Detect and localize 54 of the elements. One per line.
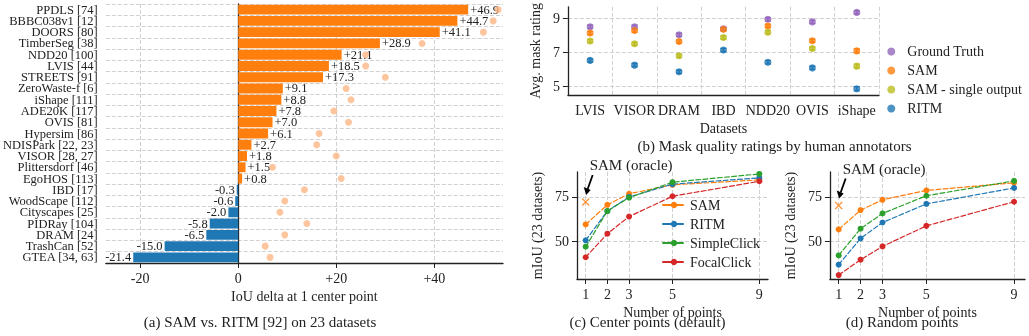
x-tick-label: 2 [857, 286, 865, 302]
legend-label: SimpleClick [690, 235, 760, 251]
y-tick-label: 9 [552, 11, 560, 27]
x-tick-label: DRAM [658, 102, 701, 118]
y-axis-title: mIoU (23 datasets) [529, 171, 546, 280]
y-tick-label: STREETS [91] [21, 70, 98, 85]
x-tick-label: 9 [1010, 286, 1018, 302]
legend-label: SAM - single output [907, 82, 1023, 97]
x-tick-label: +20 [325, 270, 348, 286]
x-tick-label: 5 [669, 286, 676, 302]
x-tick-label: VISOR [613, 102, 657, 118]
text: (a) SAM vs. RITM [92] on 23 datasets [143, 313, 377, 331]
annotation: SAM (oracle) [589, 157, 673, 175]
x-tick-label: NDD20 [745, 102, 791, 118]
x-tick-label: IBD [711, 102, 736, 118]
x-tick-label: LVIS [575, 102, 606, 118]
x-tick-label: iShape [837, 102, 876, 118]
y-tick-label: 50 [555, 234, 569, 250]
data-label: +41.1 [441, 25, 471, 40]
x-tick-label: 0 [234, 270, 242, 286]
x-axis-title: Datasets [699, 121, 748, 137]
x-tick-label: 1 [835, 286, 843, 302]
annotation: SAM (oracle) [842, 160, 926, 178]
y-tick-label: PPDLS [74] [36, 2, 98, 17]
x-tick-label: 5 [922, 286, 930, 302]
legend-label: RITM [907, 101, 943, 116]
data-label: +17.3 [325, 70, 354, 85]
x-tick-label: 9 [755, 286, 763, 302]
data-label: -21.4 [105, 250, 132, 265]
y-tick-label: 75 [555, 189, 569, 205]
y-axis-title: Avg. mask rating [527, 3, 543, 99]
x-axis-title: IoU delta at 1 center point [231, 289, 378, 305]
y-tick-label: 5 [552, 79, 560, 95]
x-tick-label: +40 [423, 270, 446, 286]
legend-label: FocalClick [690, 254, 752, 270]
data-label: -0.3 [214, 182, 235, 197]
data-label: -15.0 [136, 239, 163, 254]
legend-label: RITM [690, 216, 726, 232]
legend-label: SAM [690, 197, 721, 213]
y-tick-label: TimberSeg [38] [18, 36, 98, 51]
text: (b) Mask quality ratings by human annotators [637, 137, 912, 155]
y-axis-title: mIoU (23 datasets) [782, 171, 799, 280]
legend-label: SAM [907, 63, 939, 78]
data-label: +28.9 [381, 36, 411, 51]
x-tick-label: -20 [130, 270, 150, 286]
legend-label: Ground Truth [907, 44, 984, 59]
x-tick-label: 1 [582, 286, 590, 302]
x-tick-label: OVIS [796, 102, 829, 118]
x-tick-label: 3 [625, 286, 633, 302]
x-tick-label: 3 [879, 286, 887, 302]
y-tick-label: 50 [807, 233, 822, 249]
x-tick-label: 2 [603, 286, 611, 302]
y-tick-label: 7 [552, 45, 560, 61]
y-tick-label: 75 [807, 189, 822, 205]
